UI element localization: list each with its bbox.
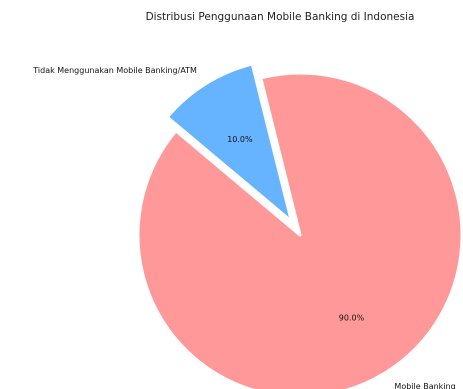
chart-title: Distribusi Penggunaan Mobile Banking di …	[146, 11, 415, 23]
pie-slice	[136, 71, 463, 389]
pie-labels: 90.0% Mobile Banking 10.0% Tidak Menggunaka…	[32, 66, 455, 389]
slice-percent-label: 90.0%	[339, 313, 365, 322]
slice-percent-label: 10.0%	[227, 135, 253, 144]
pie-slices	[136, 62, 463, 389]
slice-category-label: Mobile Banking	[394, 382, 455, 389]
pie-slice	[165, 62, 293, 223]
slice-category-label: Tidak Menggunakan Mobile Banking/ATM	[32, 66, 197, 75]
